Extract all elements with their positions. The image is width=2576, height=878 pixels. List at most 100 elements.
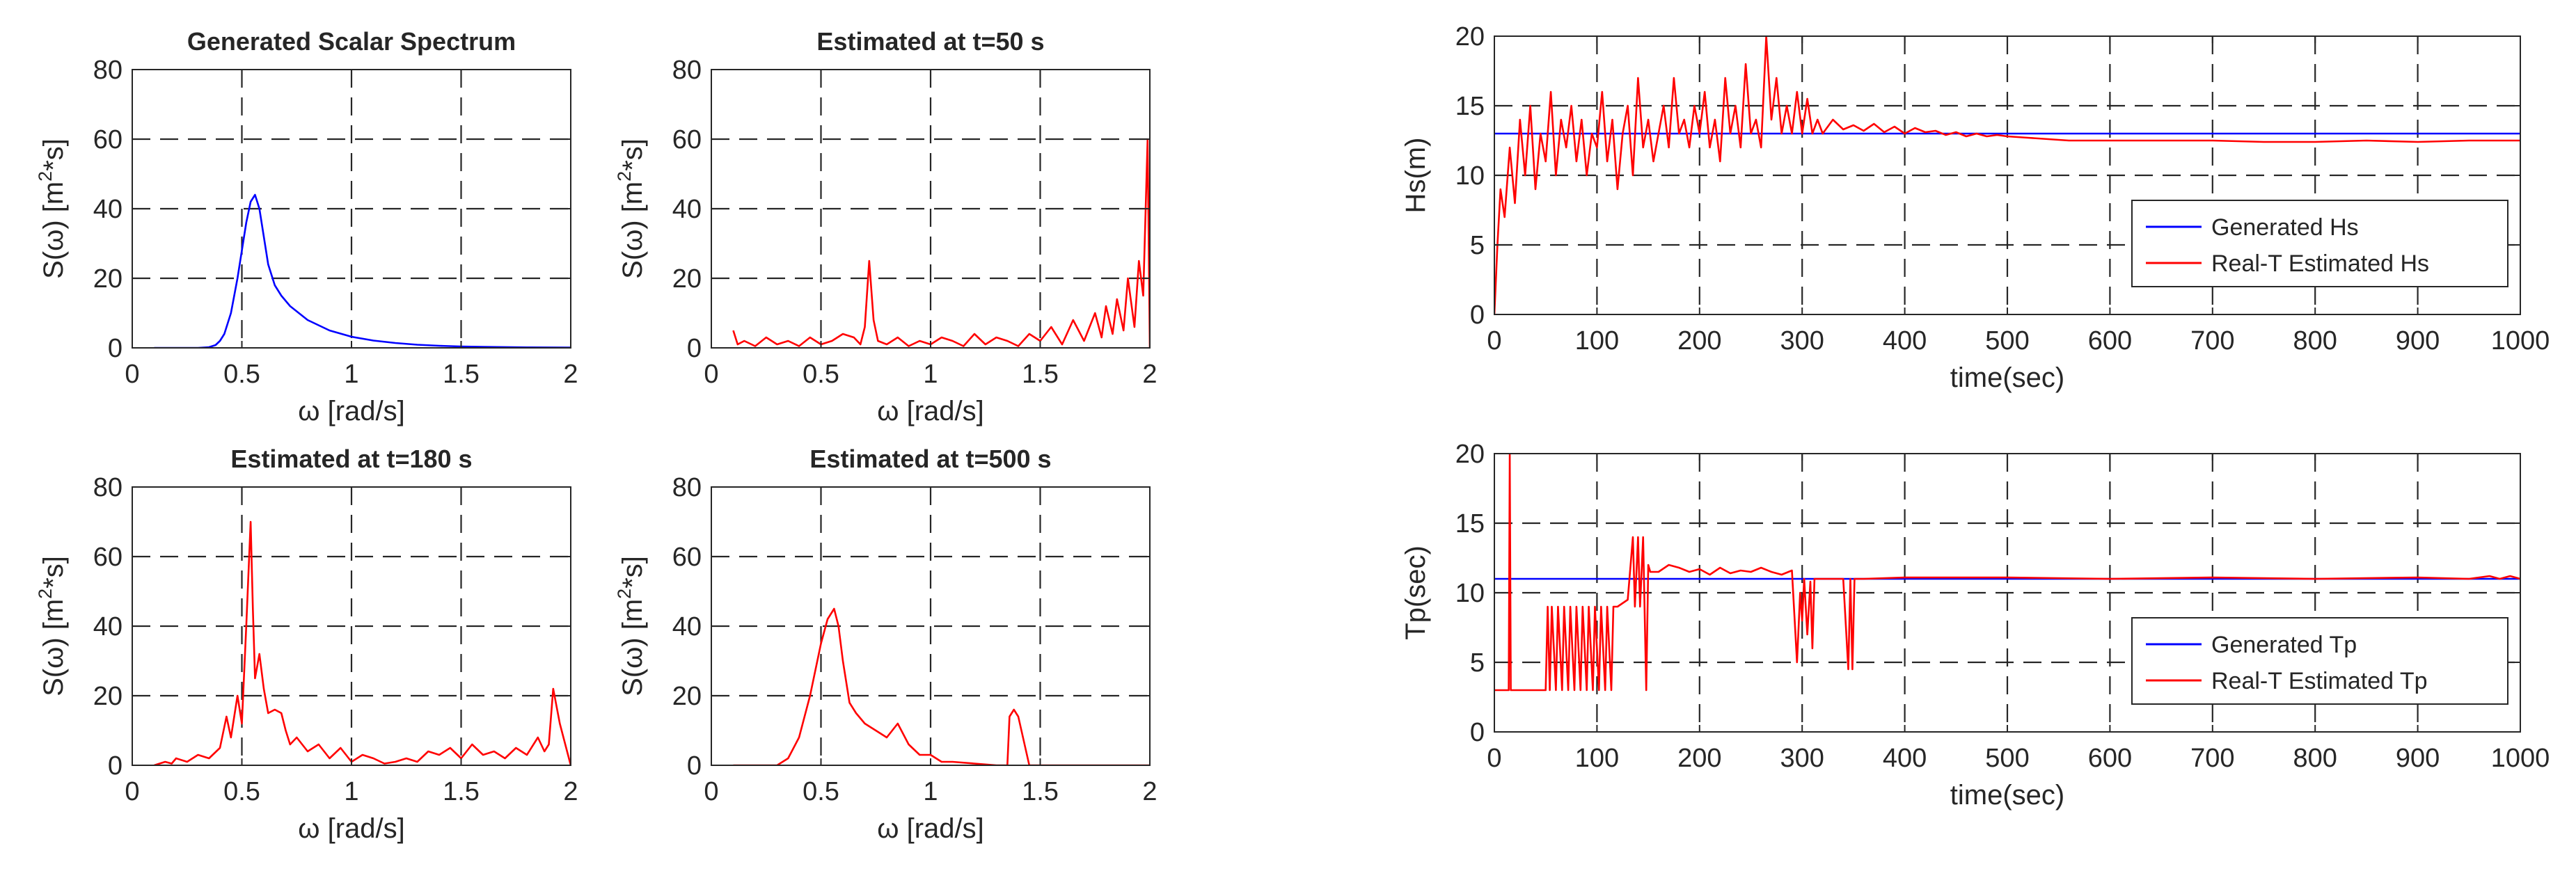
x-tick-label: 1000 [2491,326,2550,356]
x-tick-label: 0.5 [223,360,260,389]
x-tick-label: 100 [1575,744,1619,773]
series-line-estimated [733,607,1150,766]
y-axis-label: S(ω) [m2*s] [614,138,648,279]
x-tick-label: 1 [344,777,358,806]
y-tick-label: 0 [1470,718,1485,747]
x-tick-label: 0 [704,777,718,806]
legend: Generated Hs Real-T Estimated Hs [2131,200,2508,287]
x-tick-label: 1.5 [443,360,480,389]
y-axis-label-tail: *s] [38,556,69,589]
y-tick-label: 20 [672,264,702,294]
y-tick-label: 0 [687,751,702,781]
y-tick-label: 0 [108,751,123,781]
axes-hs-history: 0 100 200 300 400 500 600 700 800 900 1000 0 5 10 15 20… [1400,22,2550,393]
legend-box [2131,617,2508,705]
x-tick-label: 600 [2088,326,2132,356]
x-tick-label: 400 [1883,744,1927,773]
y-tick-label: 15 [1455,509,1485,538]
x-tick-label: 1.5 [1022,777,1059,806]
x-tick-label: 700 [2190,326,2234,356]
x-tick-label: 2 [1142,360,1157,389]
series-line-estimated [732,138,1150,349]
y-axis-label: S(ω) [m2*s] [35,556,69,696]
x-tick-label: 1 [923,777,938,806]
y-tick-label: 20 [1455,440,1485,469]
x-tick-label: 2 [1142,777,1157,806]
x-tick-label: 0 [704,360,718,389]
x-axis-label: time(sec) [1950,362,2064,393]
axes-tp-history: 0 100 200 300 400 500 600 700 800 900 1000 0 5 10 15 20… [1400,440,2550,811]
x-tick-label: 300 [1780,326,1824,356]
y-axis-label-base: S(ω) [m [38,599,69,696]
x-axis-label: ω [rad/s] [298,813,405,844]
y-tick-label: 15 [1455,92,1485,121]
x-tick-label: 800 [2293,744,2337,773]
x-tick-label: 2 [563,777,578,806]
x-tick-label: 1.5 [1022,360,1059,389]
y-axis-label: Hs(m) [1400,138,1431,214]
legend-box [2131,200,2508,287]
x-tick-label: 900 [2396,326,2440,356]
y-tick-label: 40 [93,612,123,641]
x-axis-label: ω [rad/s] [877,813,984,844]
legend-entry: Generated Hs [2211,214,2359,241]
x-tick-label: 0 [1487,326,1501,356]
x-tick-label: 0.5 [803,360,839,389]
y-tick-label: 20 [672,682,702,711]
x-tick-label: 900 [2396,744,2440,773]
y-axis-label-tail: *s] [38,138,69,171]
x-tick-label: 300 [1780,744,1824,773]
x-tick-label: 400 [1883,326,1927,356]
y-axis-label: S(ω) [m2*s] [35,138,69,279]
x-axis-label: ω [rad/s] [877,396,984,426]
y-axis-label-sup: 2 [35,589,56,599]
x-tick-label: 500 [1985,744,2029,773]
x-tick-label: 1 [344,360,358,389]
y-tick-label: 60 [672,125,702,154]
x-tick-label: 0 [1487,744,1501,773]
y-tick-label: 80 [672,56,702,85]
y-tick-label: 60 [93,125,123,154]
x-tick-label: 1 [923,360,938,389]
y-axis-label-base: S(ω) [m [38,182,69,279]
y-tick-label: 20 [93,264,123,294]
x-tick-label: 0.5 [223,777,260,806]
x-tick-label: 0.5 [803,777,839,806]
y-tick-label: 5 [1470,648,1485,678]
y-tick-label: 10 [1455,161,1485,191]
y-tick-label: 20 [1455,22,1485,51]
x-tick-label: 1000 [2491,744,2550,773]
x-tick-label: 0 [125,360,139,389]
x-tick-label: 200 [1677,744,1721,773]
x-axis-label: time(sec) [1950,780,2064,811]
y-axis-label-base: S(ω) [m [617,599,648,696]
x-tick-label: 800 [2293,326,2337,356]
legend: Generated Tp Real-T Estimated Tp [2131,617,2508,705]
x-axis-label: ω [rad/s] [298,396,405,426]
y-tick-label: 80 [93,473,123,502]
legend-entry: Generated Tp [2211,632,2357,658]
y-tick-label: 5 [1470,231,1485,260]
y-tick-label: 10 [1455,579,1485,608]
series-line-estimated [154,193,571,349]
x-tick-label: 100 [1575,326,1619,356]
x-tick-label: 1.5 [443,777,480,806]
series-line-estimated [154,520,571,766]
y-axis-label-tail: *s] [617,138,648,171]
y-tick-label: 0 [687,334,702,363]
x-tick-label: 500 [1985,326,2029,356]
plot-title: Generated Scalar Spectrum [187,27,516,56]
y-axis-label-sup: 2 [614,171,635,182]
plot-title: Estimated at t=500 s [809,445,1051,473]
y-axis-label: Tp(sec) [1400,545,1431,640]
series-line-estimated [1494,35,2520,315]
y-tick-label: 0 [108,334,123,363]
y-tick-label: 40 [672,195,702,224]
y-axis-label-tail: *s] [617,556,648,589]
y-tick-label: 60 [672,543,702,572]
